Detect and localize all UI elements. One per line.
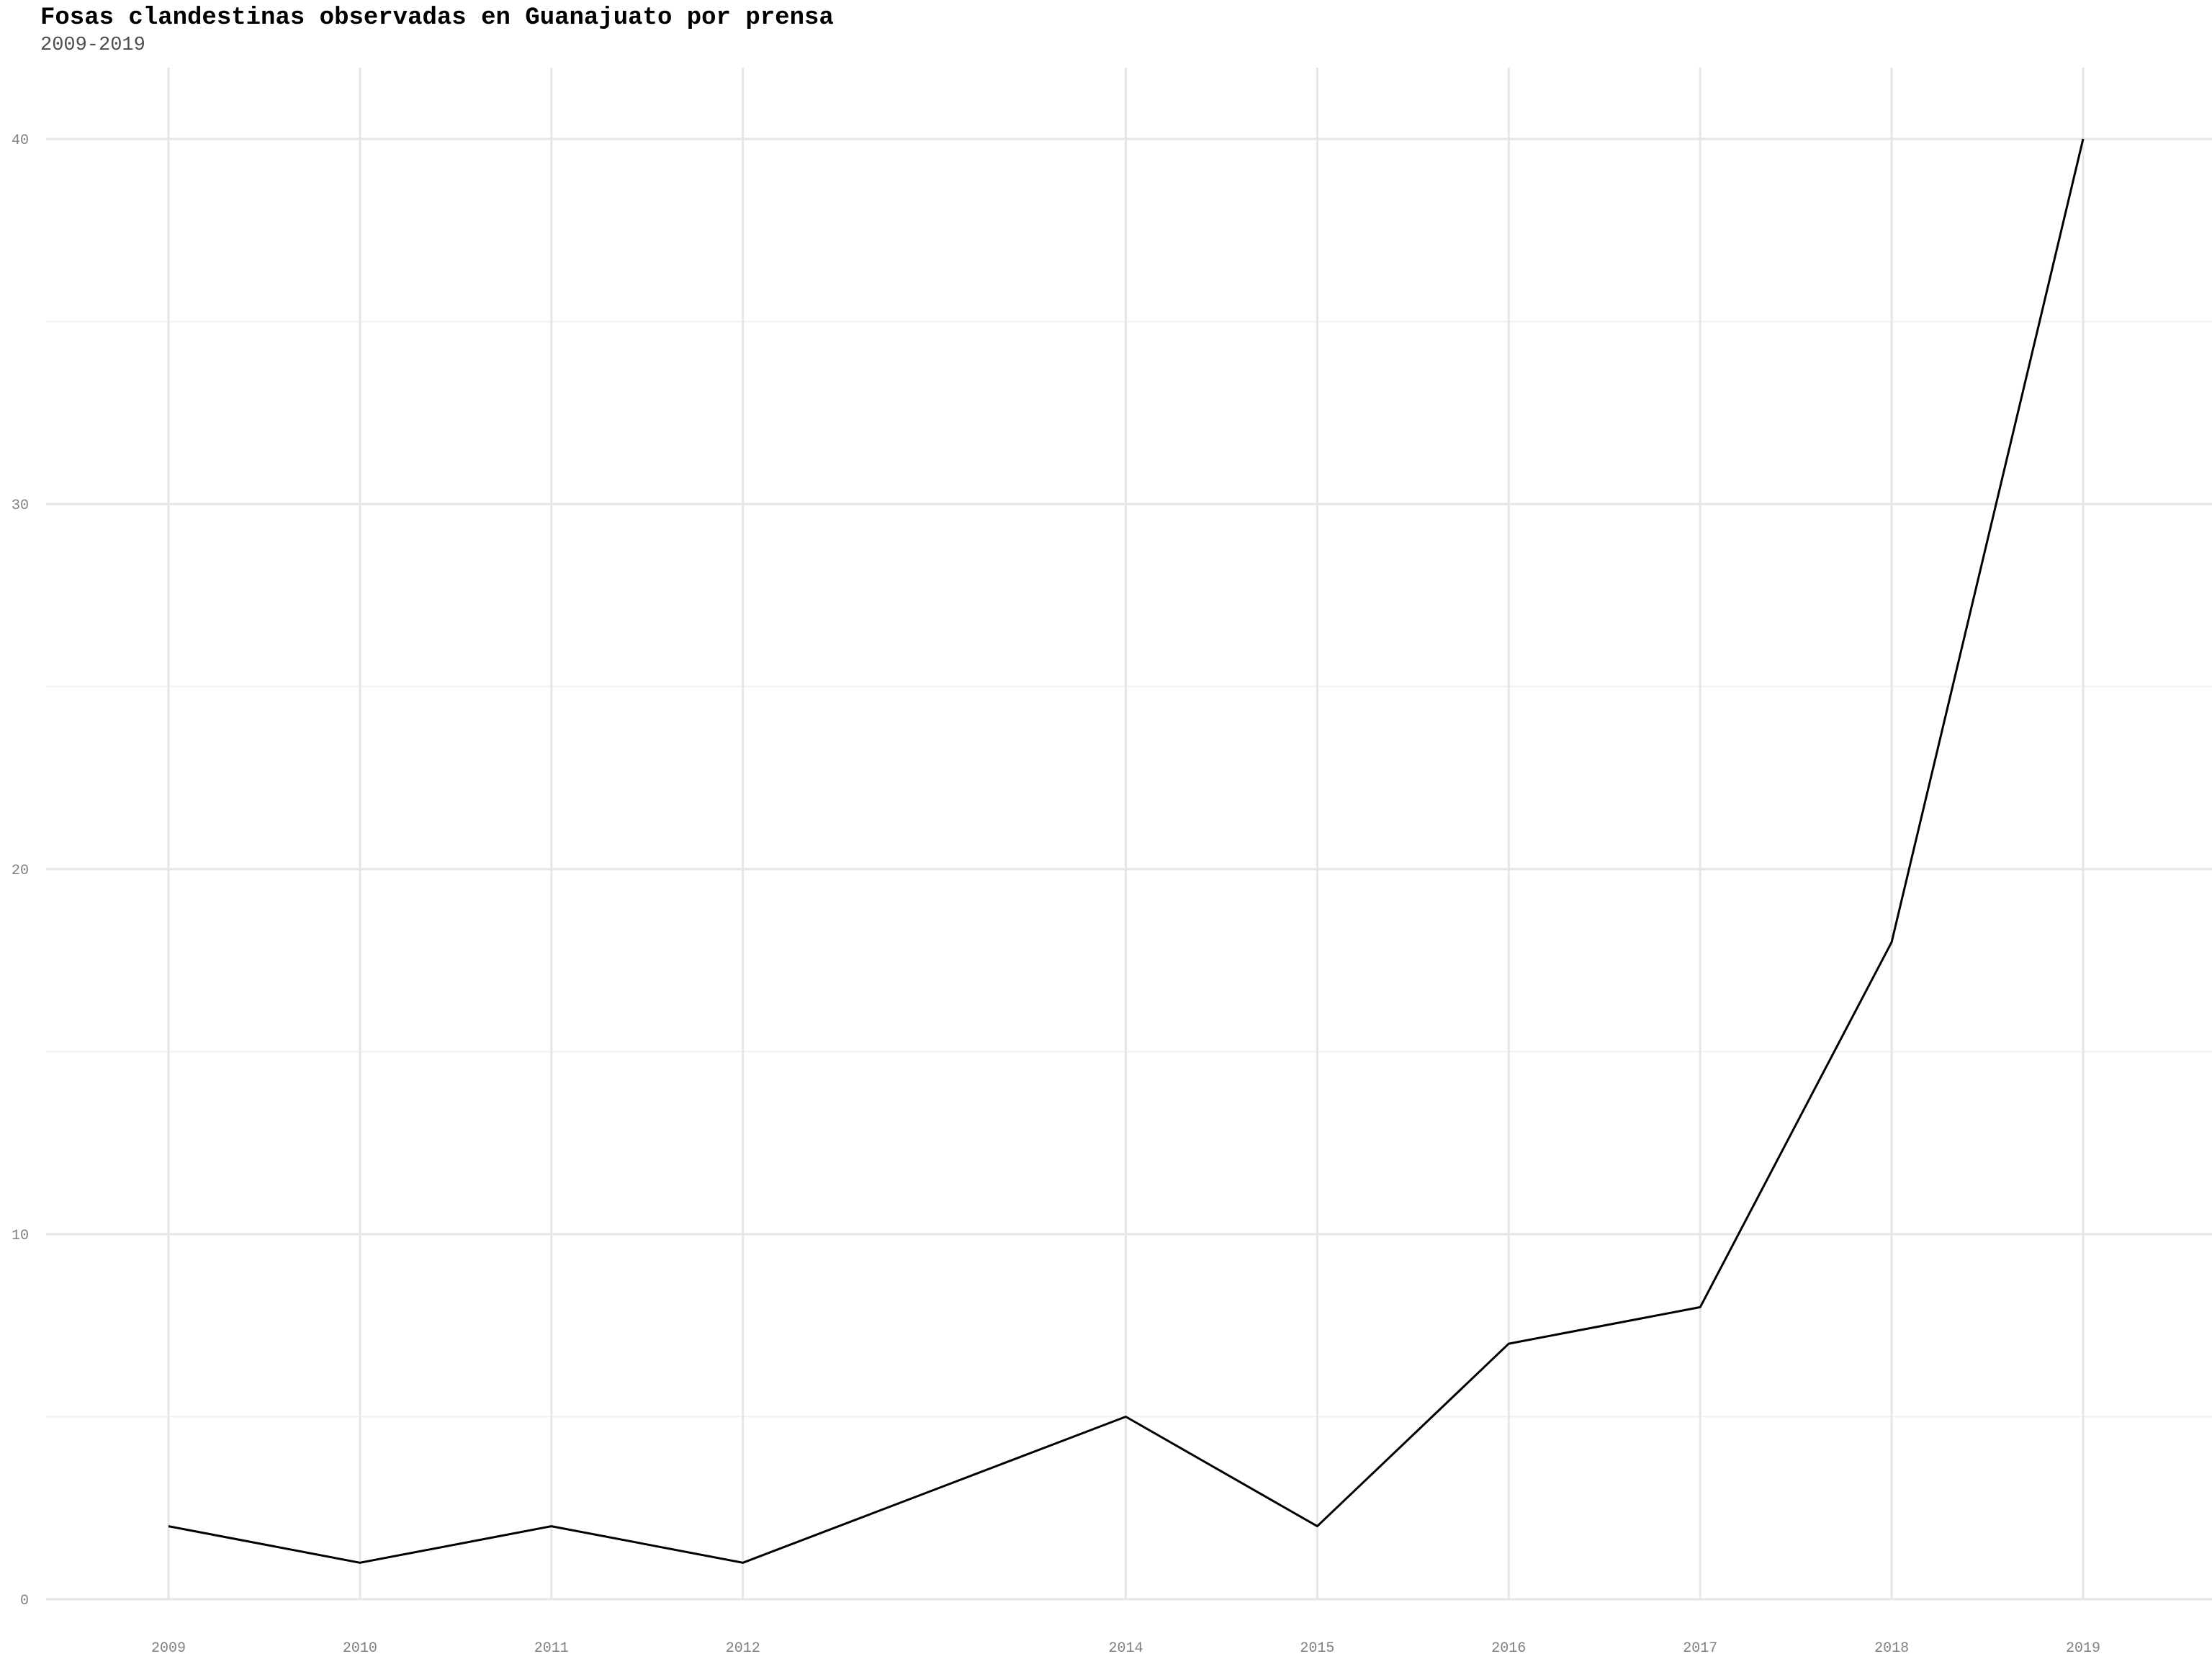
- y-tick-label: 0: [20, 1593, 29, 1609]
- x-tick-label: 2014: [1108, 1640, 1143, 1657]
- major-gridlines: [46, 68, 2212, 1600]
- x-tick-label: 2010: [343, 1640, 377, 1657]
- x-tick-label: 2011: [534, 1640, 569, 1657]
- y-tick-label: 10: [12, 1228, 29, 1244]
- x-tick-label: 2009: [151, 1640, 186, 1657]
- x-tick-label: 2017: [1683, 1640, 1717, 1657]
- x-tick-label: 2019: [2066, 1640, 2100, 1657]
- y-tick-label: 20: [12, 863, 29, 879]
- x-tick-label: 2012: [726, 1640, 760, 1657]
- y-tick-label: 30: [12, 498, 29, 514]
- x-tick-label: 2015: [1300, 1640, 1334, 1657]
- x-tick-label: 2016: [1491, 1640, 1526, 1657]
- y-axis-tick-labels: 0 10 20 30 40: [12, 132, 29, 1609]
- x-axis-tick-labels: 2009 2010 2011 2012 2014 2015 2016 2017 2018 2019: [151, 1640, 2100, 1657]
- x-tick-label: 2018: [1874, 1640, 1909, 1657]
- y-tick-label: 40: [12, 132, 29, 149]
